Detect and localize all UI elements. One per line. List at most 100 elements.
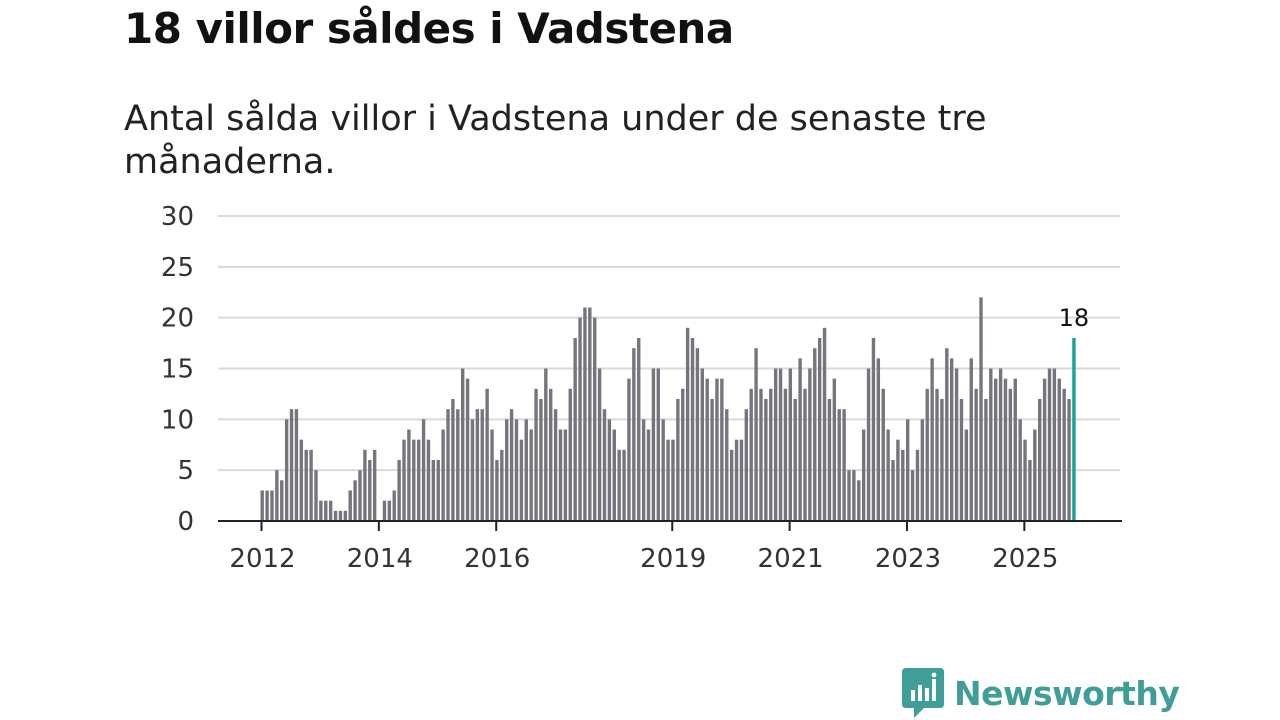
- bar: [813, 348, 817, 521]
- newsworthy-logo-icon: [902, 668, 944, 718]
- bar: [945, 348, 949, 521]
- bar: [1057, 378, 1061, 521]
- bar: [1018, 419, 1022, 521]
- bar: [842, 409, 846, 521]
- bar: [426, 439, 431, 521]
- bar: [925, 388, 929, 521]
- bar: [832, 378, 837, 521]
- bar: [265, 490, 269, 521]
- x-tick-label: 2019: [640, 544, 706, 574]
- bar: [368, 460, 372, 521]
- bar: [729, 449, 734, 521]
- highlight-bar: [1072, 338, 1076, 521]
- bar: [583, 307, 587, 521]
- bar: [700, 368, 704, 521]
- bar: [1067, 399, 1071, 521]
- bar: [299, 439, 304, 521]
- bar: [769, 388, 773, 521]
- bar: [861, 429, 866, 521]
- bar: [866, 368, 871, 521]
- bar: [974, 388, 978, 521]
- bar: [460, 368, 465, 521]
- bar: [808, 368, 812, 521]
- bar: [891, 460, 895, 521]
- bar: [1038, 399, 1042, 521]
- bar: [783, 388, 788, 521]
- bar: [412, 439, 416, 521]
- bar: [392, 490, 396, 521]
- bar: [475, 409, 480, 521]
- bar: [930, 358, 934, 521]
- bar: [397, 460, 401, 521]
- bar: [495, 460, 499, 521]
- bar: [519, 439, 524, 521]
- bar: [822, 327, 827, 521]
- bar: [275, 470, 279, 521]
- bar: [480, 409, 484, 521]
- bar: [348, 490, 352, 521]
- bar: [465, 378, 470, 521]
- bar: [597, 368, 602, 521]
- bar: [539, 399, 543, 521]
- bar: [827, 399, 832, 521]
- bar: [343, 510, 348, 521]
- bar: [407, 429, 411, 521]
- bar: [681, 388, 685, 521]
- bar: [436, 460, 440, 521]
- bar: [1052, 368, 1057, 521]
- bar: [588, 307, 592, 521]
- x-tick-label: 2016: [464, 544, 530, 574]
- bar: [725, 409, 729, 521]
- y-tick-label: 30: [161, 202, 194, 232]
- bar: [896, 439, 900, 521]
- bar: [338, 510, 343, 521]
- bar: [456, 409, 460, 521]
- bar: [817, 338, 822, 521]
- bar: [793, 399, 797, 521]
- bar: [544, 368, 548, 521]
- bar: [446, 409, 450, 521]
- bar: [910, 470, 915, 521]
- bar: [524, 419, 528, 521]
- bar: [505, 419, 509, 521]
- bar: [646, 429, 651, 521]
- bar: [372, 449, 377, 521]
- bar: [280, 480, 284, 521]
- bar: [602, 409, 607, 521]
- bar: [871, 338, 876, 521]
- bar: [764, 399, 768, 521]
- bar: [778, 368, 783, 521]
- bar: [612, 429, 616, 521]
- bar: [568, 388, 572, 521]
- bar: [940, 399, 944, 521]
- bar: [617, 449, 621, 521]
- bar: [1062, 388, 1066, 521]
- bar: [294, 409, 299, 521]
- bar: [529, 429, 533, 521]
- bar: [470, 419, 475, 521]
- bar: [431, 460, 436, 521]
- bar: [847, 470, 851, 521]
- bar: [289, 409, 294, 521]
- brand-logo: Newsworthy: [902, 668, 1180, 718]
- bar: [690, 338, 695, 521]
- bar: [749, 388, 753, 521]
- bar: [324, 500, 328, 521]
- bar: [1033, 429, 1037, 521]
- bar: [382, 500, 387, 521]
- brand-name: Newsworthy: [954, 673, 1180, 713]
- x-tick-label: 2012: [229, 544, 295, 574]
- bar: [500, 449, 504, 521]
- bar: [309, 449, 313, 521]
- bar: [637, 338, 641, 521]
- bar: [573, 338, 577, 521]
- bar: [622, 449, 626, 521]
- chart-subtitle: Antal sålda villor i Vadstena under de s…: [124, 99, 987, 182]
- bar: [739, 439, 744, 521]
- bar: [798, 358, 802, 521]
- highlight-value-label: 18: [1059, 304, 1090, 332]
- bar: [421, 419, 426, 521]
- bar: [490, 429, 494, 521]
- bars: [260, 297, 1076, 521]
